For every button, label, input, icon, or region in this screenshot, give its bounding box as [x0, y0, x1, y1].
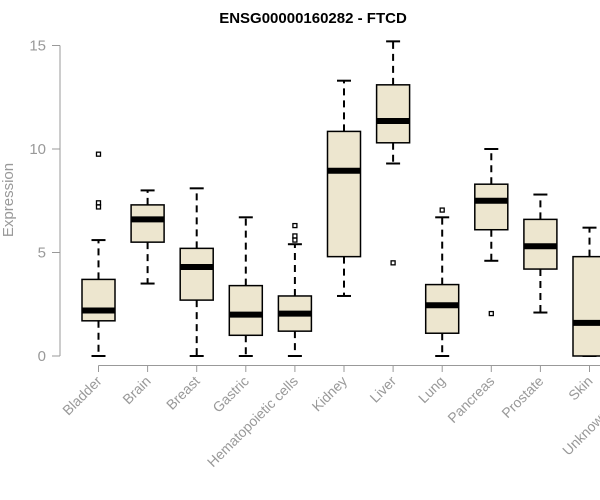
iqr-box	[572, 255, 600, 357]
box-kidney	[326, 79, 362, 297]
iqr-box	[326, 130, 362, 258]
box-gastric	[228, 216, 264, 357]
iqr-box	[179, 247, 214, 301]
box-pancreas	[474, 148, 509, 317]
box-brain	[130, 189, 165, 285]
outlier-point	[488, 310, 494, 317]
x-tick-label: Skin	[565, 373, 596, 404]
box-skin	[572, 226, 600, 357]
boxes-group	[81, 40, 600, 357]
box-liver	[375, 40, 411, 266]
outlier-point	[95, 204, 102, 210]
iqr-box	[81, 278, 116, 322]
x-tick-label: Breast	[163, 373, 203, 413]
box-lung	[424, 207, 460, 357]
x-tick-label: Pancreas	[444, 373, 497, 426]
y-tick-label-0: 0	[38, 348, 46, 365]
chart-title: ENSG00000160282 - FTCD	[219, 10, 407, 27]
iqr-box	[375, 84, 411, 144]
iqr-box	[474, 183, 509, 231]
iqr-box	[130, 204, 165, 243]
iqr-box	[424, 283, 460, 334]
iqr-box	[228, 284, 264, 337]
outlier-point	[439, 207, 445, 213]
x-tick-label: Bladder	[59, 373, 105, 419]
outlier-point	[292, 233, 298, 239]
x-tick-label: Prostate	[498, 373, 546, 421]
box-bladder	[81, 151, 116, 357]
y-axis: 0 5 10 15	[29, 38, 61, 365]
outlier-point	[95, 200, 102, 206]
y-tick-label-10: 10	[29, 141, 46, 158]
x-tick-label: Hematopoietic cells	[204, 373, 301, 470]
x-tick-label: Gastric	[209, 373, 252, 416]
y-tick-label-15: 15	[29, 38, 46, 55]
x-tick-label: Lung	[415, 373, 448, 406]
outlier-point	[390, 260, 396, 266]
box-prostate	[523, 193, 558, 314]
outlier-point	[292, 237, 298, 243]
box-hematopoietic-cells	[277, 222, 313, 357]
y-axis-label: Expression	[0, 163, 17, 237]
x-tick-label: Liver	[366, 373, 399, 406]
x-tick-label: Kidney	[309, 373, 351, 415]
outlier-point	[292, 222, 298, 229]
outlier-point	[95, 151, 102, 157]
x-tick-label: Brain	[119, 373, 153, 407]
y-tick-label-5: 5	[38, 245, 46, 262]
box-breast	[179, 187, 214, 357]
